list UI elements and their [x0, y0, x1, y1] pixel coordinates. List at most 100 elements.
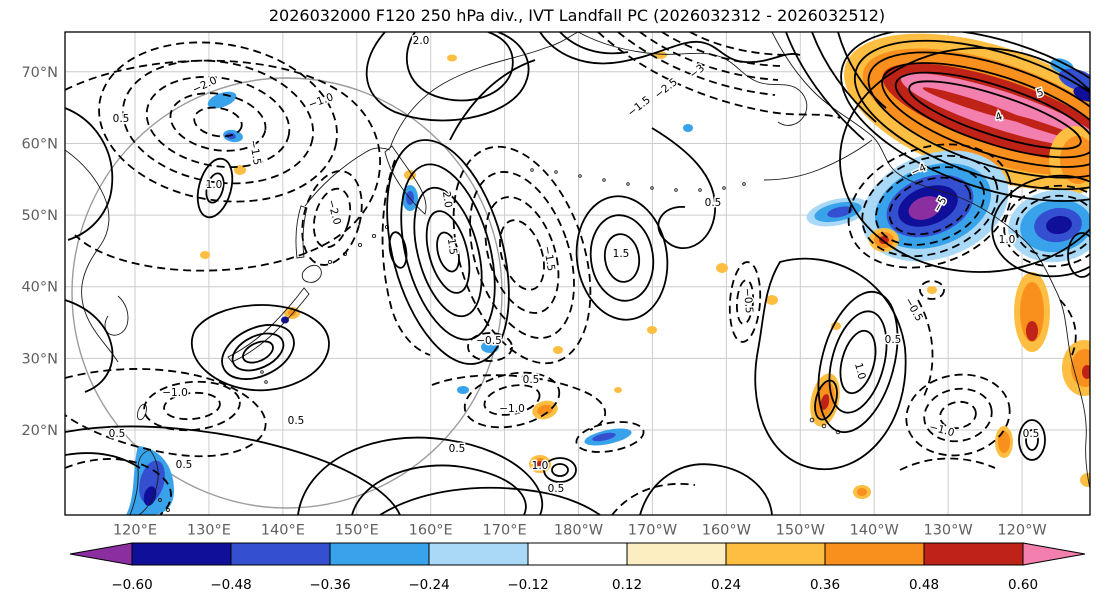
contour-label: 0.5 [109, 428, 126, 440]
y-tick-label: 60°N [21, 136, 58, 152]
contour-label: −1.0 [162, 387, 188, 399]
colorbar-segment [923, 542, 1024, 566]
contour-label: −0.5 [741, 288, 755, 314]
shaded-blob [922, 87, 1028, 123]
shaded-blob [537, 404, 553, 416]
colorbar [69, 542, 1086, 566]
colorbar-segment [428, 542, 529, 566]
shaded-blob [553, 346, 563, 354]
x-tick-label: 130°W [923, 523, 972, 539]
x-tick-label: 140°E [261, 523, 305, 539]
contour-label: 2.0 [440, 190, 454, 208]
contour-label: 0.5 [885, 334, 902, 346]
shaded-blob [1073, 86, 1090, 102]
contour-label: 1.0 [206, 179, 223, 191]
shaded-blob [281, 316, 289, 324]
plot-frame [64, 31, 1091, 516]
shaded-blob [647, 326, 657, 334]
shaded-blob [857, 488, 867, 496]
colorbar-segment [626, 542, 727, 566]
colorbar-segment [824, 542, 925, 566]
shaded-blob [827, 206, 853, 218]
shaded-blob [908, 196, 942, 220]
dashed-contours [65, 32, 1090, 515]
colorbar-segment [230, 542, 331, 566]
colorbar-tick-label: 0.48 [909, 577, 939, 593]
contour-label: 0.5 [705, 197, 722, 209]
x-tick-label: 160°W [702, 523, 751, 539]
x-tick-label: 130°E [187, 523, 231, 539]
contour-label: −1.5 [625, 94, 652, 119]
colorbar-tick-label: −0.60 [111, 577, 152, 593]
y-tick-label: 20°N [21, 423, 58, 439]
y-tick-label: 40°N [21, 280, 58, 296]
x-tick-label: 180°W [554, 523, 603, 539]
contour-label: 0.5 [449, 443, 466, 455]
shaded-blob [1026, 321, 1038, 341]
contour-label: 1.5 [613, 248, 630, 260]
x-tick-label: 120°W [997, 523, 1046, 539]
contour-label: −2.5 [652, 76, 679, 101]
shaded-blob [143, 486, 157, 506]
contour-label: −1.0 [499, 403, 525, 415]
colorbar-segment [329, 542, 430, 566]
shaded-blob [614, 387, 622, 393]
gray-range-circle [71, 77, 503, 509]
contour-label: 0.5 [1023, 428, 1040, 440]
y-tick-label: 30°N [21, 351, 58, 367]
shaded-blob [1046, 215, 1072, 235]
contour-label: 0.5 [523, 374, 540, 386]
shaded-blob [716, 263, 728, 273]
plot-title: 2026032000 F120 250 hPa div., IVT Landfa… [269, 6, 885, 25]
contour-label: 1.5 [445, 237, 459, 255]
colorbar-tick-label: −0.48 [210, 577, 251, 593]
x-tick-label: 120°E [113, 523, 157, 539]
contour-label: 0.5 [176, 459, 193, 471]
y-tick-label: 50°N [21, 208, 58, 224]
shaded-blob [457, 386, 469, 394]
colorbar-segment [725, 542, 826, 566]
x-tick-label: 160°E [409, 523, 453, 539]
shaded-blob [766, 295, 778, 305]
y-axis-labels: 70°N 60°N 50°N 40°N 30°N 20°N [21, 65, 58, 439]
contour-label: 1.0 [532, 460, 549, 472]
colorbar-tick-label: −0.12 [507, 577, 548, 593]
contour-label: 0.5 [113, 113, 130, 125]
shaded-blob [927, 286, 937, 294]
contour-label: 0.5 [548, 483, 565, 495]
contour-label: −1.0 [928, 421, 956, 439]
shaded-blob [1082, 365, 1090, 379]
contour-label: 2.0 [413, 35, 430, 47]
shaded-blob [592, 432, 616, 442]
colorbar-labels: −0.60 −0.48 −0.36 −0.24 −0.12 0.12 0.24 0.36 0.4… [111, 577, 1038, 593]
contour-label: −2.0 [325, 198, 343, 226]
x-tick-label: 140°W [850, 523, 899, 539]
contour-label: 1.0 [852, 362, 868, 381]
shaded-blob [536, 461, 544, 467]
x-tick-label: 170°E [483, 523, 527, 539]
colorbar-segment [131, 542, 232, 566]
shaded-blob [200, 251, 210, 259]
colorbar-left-arrow [69, 542, 133, 566]
shaded-regions [126, 33, 1090, 515]
colorbar-tick-label: 0.12 [612, 577, 642, 593]
y-tick-label: 70°N [21, 65, 58, 81]
shaded-blob [447, 54, 457, 62]
colorbar-segment [527, 542, 628, 566]
colorbar-tick-label: 0.60 [1008, 577, 1038, 593]
shaded-blob [683, 124, 693, 132]
contour-label: −0.5 [902, 295, 925, 323]
x-tick-label: 150°W [776, 523, 825, 539]
range-ring [71, 77, 503, 509]
x-axis-labels: 120°E 130°E 140°E 150°E 160°E 170°E 180°W 170°W… [113, 523, 1047, 539]
shaded-blob [1020, 282, 1044, 342]
shaded-blob [1001, 113, 1079, 139]
shaded-blob [820, 394, 830, 410]
shaded-blob [879, 236, 889, 244]
contour-label: 0.5 [288, 415, 305, 427]
colorbar-tick-label: −0.36 [309, 577, 350, 593]
shaded-blob [998, 431, 1010, 453]
contour-label: 1.0 [999, 234, 1016, 246]
